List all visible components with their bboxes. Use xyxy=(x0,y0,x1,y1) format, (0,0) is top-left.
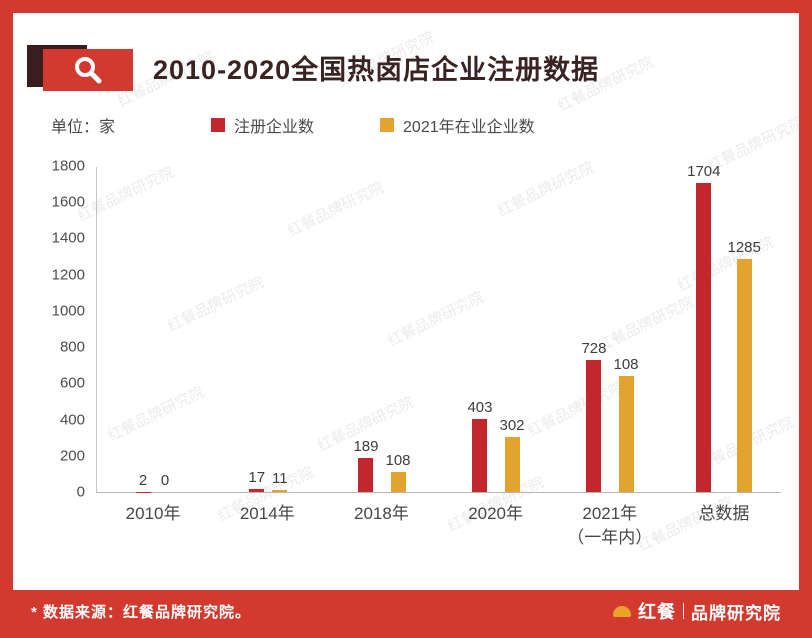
y-tick-label: 1800 xyxy=(51,157,85,175)
brand-logo: 红餐 品牌研究院 xyxy=(613,598,781,624)
unit-label: 单位：家 xyxy=(51,119,116,136)
y-tick-label: 0 xyxy=(76,483,85,501)
y-tick-label: 400 xyxy=(59,411,85,429)
bar xyxy=(618,376,634,492)
bar-value-label: 189 xyxy=(353,437,379,455)
y-tick-label: 1400 xyxy=(51,229,85,247)
bar-value-label: 728 xyxy=(581,340,607,358)
bar-value-label: 1285 xyxy=(727,239,761,257)
category-labels: 2010年 2014年 2018年 2020年 2021年 （一年内） 总数据 xyxy=(96,502,781,550)
bar-group: 1704 1285 xyxy=(667,163,781,492)
legend-item-active: 2021年在业企业数 xyxy=(380,113,535,137)
bar xyxy=(272,490,288,492)
legend-item-registered: 注册企业数 xyxy=(211,113,314,137)
x-axis-label: 2014年 xyxy=(239,504,295,523)
bar-with-label: 108 xyxy=(386,452,411,492)
y-tick-label: 1200 xyxy=(51,266,85,284)
bar xyxy=(472,419,488,492)
bar-value-label: 1704 xyxy=(687,163,721,181)
chart-card: 红餐品牌研究院 红餐品牌研究院 红餐品牌研究院 红餐品牌研究院 红餐品牌研究院 红餐品牌研… xyxy=(13,13,799,590)
bar-group: 189 108 xyxy=(325,438,439,492)
bar-with-label: 403 xyxy=(467,399,493,492)
x-axis-label: 2020年 xyxy=(468,504,524,523)
y-tick-label: 1000 xyxy=(51,302,85,320)
magnifier-badge xyxy=(43,49,133,91)
logo-brand: 红餐 xyxy=(638,602,676,622)
logo-divider xyxy=(683,603,684,619)
search-icon xyxy=(75,57,102,84)
bar-chart: 0 200 400 600 800 1000 1200 1400 1600 1800 2 0 17 11… xyxy=(52,158,781,550)
legend-label-active: 2021年在业企业数 xyxy=(403,119,535,136)
x-axis-label: 总数据 xyxy=(698,504,750,523)
plot-area: 0 200 400 600 800 1000 1200 1400 1600 1800 2 0 17 11… xyxy=(52,158,781,501)
bar xyxy=(390,472,406,492)
y-tick-label: 1600 xyxy=(51,193,85,211)
bar-group: 728 108 xyxy=(553,340,667,492)
footer: * 数据来源：红餐品牌研究院。 红餐 品牌研究院 xyxy=(13,590,799,638)
legend-label-registered: 注册企业数 xyxy=(234,119,315,136)
bar xyxy=(504,437,520,492)
bar-with-label: 1285 xyxy=(728,239,761,492)
bar-with-label: 11 xyxy=(272,470,288,492)
legend-swatch-gold xyxy=(380,118,395,132)
bar-value-label: 302 xyxy=(499,417,525,435)
bar xyxy=(586,360,602,492)
x-axis-label: 2018年 xyxy=(354,504,409,523)
x-axis-label: 2010年 xyxy=(125,504,181,523)
bar-value-label: 108 xyxy=(385,452,411,470)
y-tick-label: 600 xyxy=(59,374,85,392)
bar-value-label: 2 xyxy=(138,471,148,489)
bar-with-label: 189 xyxy=(353,437,379,492)
bar-group: 17 11 xyxy=(211,469,325,492)
legend-swatch-red xyxy=(211,118,226,132)
bar xyxy=(358,457,374,492)
bar-with-label: 1704 xyxy=(687,163,721,492)
bar-with-label: 17 xyxy=(248,469,265,492)
bar xyxy=(696,183,712,492)
bar-with-label: 0 xyxy=(158,472,173,492)
legend-row: 单位：家 注册企业数 2021年在业企业数 xyxy=(51,113,799,137)
bar-value-label: 17 xyxy=(248,468,266,486)
bar-group: 403 302 xyxy=(439,399,553,492)
title-icon xyxy=(27,43,137,91)
bar-with-label: 302 xyxy=(500,417,525,492)
x-axis-label: 2021年 （一年内） xyxy=(567,504,653,547)
y-tick-label: 800 xyxy=(59,338,85,356)
bar-value-label: 0 xyxy=(160,472,170,489)
bar-with-label: 2 xyxy=(135,471,151,492)
bar-value-label: 403 xyxy=(467,399,493,417)
logo-sub: 品牌研究院 xyxy=(691,603,781,623)
bar-with-label: 108 xyxy=(614,356,639,492)
chart-title: 2010-2020全国热卤店企业注册数据 xyxy=(153,54,600,85)
data-source: * 数据来源：红餐品牌研究院。 xyxy=(31,603,252,621)
bar xyxy=(736,259,752,492)
bar-value-label: 108 xyxy=(613,356,639,374)
y-tick-label: 200 xyxy=(59,447,85,465)
bar-value-label: 11 xyxy=(272,470,288,488)
bar xyxy=(249,488,265,492)
header: 2010-2020全国热卤店企业注册数据 xyxy=(27,43,799,91)
bar-with-label: 728 xyxy=(581,340,607,492)
chef-hat-icon xyxy=(613,605,631,617)
